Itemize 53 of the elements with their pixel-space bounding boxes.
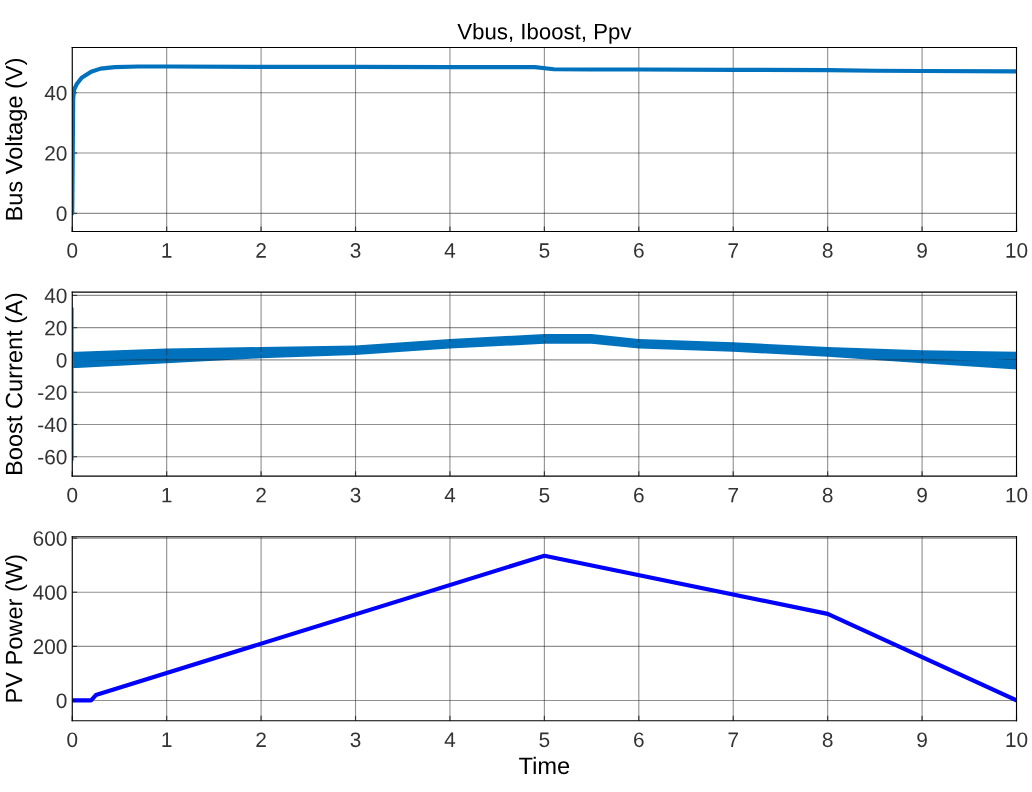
x-tick-label: 9 — [917, 487, 927, 503]
y-tick-label: 600 — [33, 531, 67, 546]
y-tick-label: -40 — [38, 417, 67, 433]
x-tick-label: 8 — [822, 487, 833, 503]
line-series — [72, 553, 1017, 703]
x-tick-label: 2 — [256, 732, 266, 747]
y-tick-label: 40 — [44, 85, 67, 101]
x-tick-label: 3 — [350, 243, 361, 258]
x-tick-label: 7 — [728, 732, 738, 747]
x-tick-label: 4 — [444, 243, 456, 258]
y-tick-label: 0 — [56, 206, 67, 222]
y-tick-label: -20 — [38, 385, 67, 400]
x-tick-label: 1 — [162, 732, 172, 747]
x-tick-label: 6 — [634, 487, 644, 503]
x-tick-label: 2 — [256, 487, 266, 503]
x-axis-title: Time — [519, 756, 570, 775]
x-tick-label: 0 — [67, 732, 78, 748]
x-tick-label: 5 — [539, 487, 550, 503]
x-tick-label: 3 — [350, 732, 361, 748]
x-tick-label: 5 — [539, 732, 550, 748]
x-tick-label: 1 — [162, 487, 172, 503]
x-tick-label: 3 — [350, 487, 361, 503]
x-tick-label: 6 — [634, 732, 644, 748]
x-tick-label: 7 — [728, 243, 738, 258]
chart-title: Vbus, Iboost, Ppv — [457, 23, 632, 44]
x-tick-label: 0 — [67, 487, 78, 503]
x-tick-label: 1 — [162, 243, 172, 258]
y-tick-label: 400 — [33, 585, 67, 600]
x-tick-label: 9 — [917, 243, 927, 258]
x-tick-label: 9 — [917, 732, 927, 748]
x-tick-label: 7 — [728, 487, 738, 503]
x-tick-label: 10 — [1006, 243, 1028, 258]
x-tick-label: 4 — [444, 732, 456, 747]
x-tick-label: 0 — [67, 243, 78, 258]
x-tick-label: 10 — [1006, 487, 1028, 503]
line-series — [72, 64, 1017, 216]
y-tick-label: 40 — [44, 288, 67, 304]
x-tick-label: 10 — [1006, 732, 1028, 748]
y-tick-label: 0 — [56, 693, 67, 709]
x-tick-label: 5 — [539, 243, 550, 258]
x-tick-label: 8 — [822, 243, 833, 258]
y-tick-label: 20 — [45, 146, 67, 161]
y-axis-title: Boost Current (A) — [5, 293, 28, 475]
y-axis-title: PV Power (W) — [5, 555, 28, 702]
y-tick-label: 20 — [45, 320, 67, 336]
x-tick-label: 8 — [822, 732, 833, 748]
x-tick-label: 6 — [634, 243, 644, 258]
y-tick-label: -60 — [38, 449, 67, 465]
y-tick-label: 200 — [33, 639, 67, 655]
y-axis-title: Bus Voltage (V) — [5, 58, 28, 220]
y-tick-label: 0 — [56, 352, 67, 368]
x-tick-label: 2 — [256, 243, 266, 258]
x-tick-label: 4 — [444, 487, 456, 503]
